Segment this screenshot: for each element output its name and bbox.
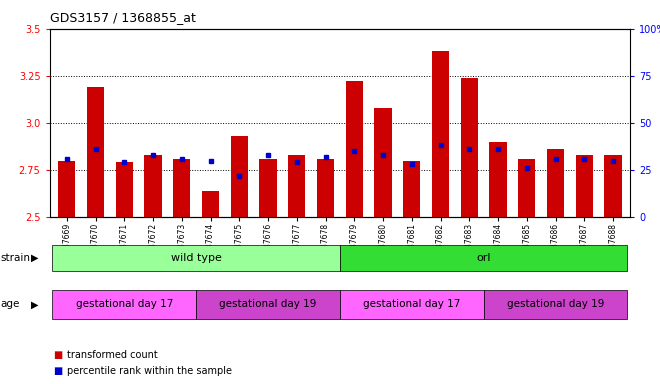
Text: gestational day 19: gestational day 19 [507,299,605,310]
Text: gestational day 17: gestational day 17 [363,299,461,310]
Bar [340,245,628,271]
Bar [576,155,593,217]
Bar [115,162,133,217]
Bar [87,87,104,217]
Bar [145,155,162,217]
Text: ■: ■ [53,350,62,360]
Text: age: age [1,299,20,310]
Text: percentile rank within the sample: percentile rank within the sample [67,366,232,376]
Bar [490,142,507,217]
Text: ■: ■ [53,366,62,376]
Bar [288,155,306,217]
Text: wild type: wild type [171,253,222,263]
Bar [484,290,628,319]
Text: GDS3157 / 1368855_at: GDS3157 / 1368855_at [50,12,195,25]
Bar [230,136,248,217]
Text: gestational day 17: gestational day 17 [75,299,173,310]
Text: gestational day 19: gestational day 19 [219,299,317,310]
Bar [317,159,334,217]
Bar [52,290,196,319]
Bar [173,159,190,217]
Bar [547,149,564,217]
Bar [346,81,363,217]
Bar [374,108,391,217]
Bar [518,159,535,217]
Bar [58,161,75,217]
Bar [196,290,340,319]
Text: strain: strain [1,253,30,263]
Text: ▶: ▶ [30,299,38,310]
Text: ▶: ▶ [30,253,38,263]
Bar [461,78,478,217]
Bar [340,290,484,319]
Text: orl: orl [477,253,491,263]
Bar [202,190,219,217]
Bar [259,159,277,217]
Bar [432,51,449,217]
Bar [403,161,420,217]
Text: transformed count: transformed count [67,350,158,360]
Bar [52,245,340,271]
Bar [605,155,622,217]
